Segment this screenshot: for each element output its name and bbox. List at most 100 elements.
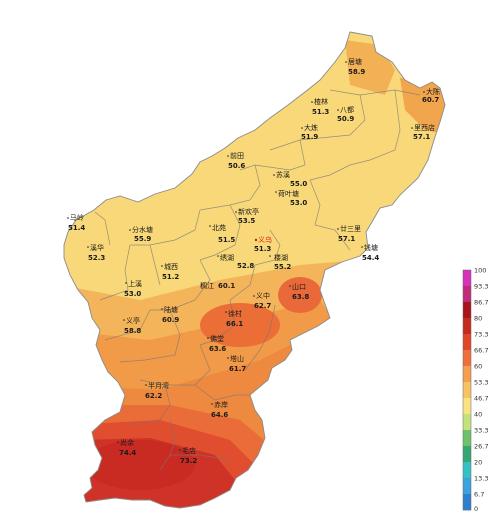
station-qiantang: 钱塘 54.4 (361, 243, 379, 262)
svg-text:楼湖: 楼湖 (274, 253, 288, 262)
svg-text:62.2: 62.2 (145, 392, 162, 400)
svg-text:55.9: 55.9 (134, 235, 151, 243)
station-yizhong: 义中 62.7 (253, 291, 271, 310)
legend-tick-label: 0 (474, 505, 478, 513)
svg-text:54.4: 54.4 (362, 254, 379, 262)
svg-text:64.6: 64.6 (211, 411, 228, 419)
station-zhalin: 楂林 51.3 (311, 97, 329, 116)
legend-swatch (463, 414, 471, 431)
svg-text:51.4: 51.4 (68, 224, 85, 232)
legend-tick-label: 93.3 (474, 283, 488, 291)
svg-text:荷叶塘: 荷叶塘 (278, 189, 299, 198)
legend-swatch (463, 446, 471, 463)
legend-swatch (463, 494, 471, 511)
svg-text:钱塘: 钱塘 (364, 243, 378, 252)
svg-text:分水塘: 分水塘 (132, 225, 153, 234)
legend-swatch (463, 382, 471, 399)
svg-text:楂林: 楂林 (314, 97, 328, 106)
svg-text:60.9: 60.9 (162, 316, 179, 324)
legend-swatch (463, 430, 471, 447)
station-xucun: 徐村 66.1 (225, 309, 243, 328)
station-chian: 赤岸 64.6 (211, 401, 228, 419)
station-yiting: 义亭 58.8 (123, 316, 141, 335)
station-choujiang: 稠江 60.1 (200, 281, 235, 290)
svg-text:50.6: 50.6 (228, 162, 245, 170)
svg-text:半月湾: 半月湾 (148, 381, 169, 390)
legend-tick-label: 46.7 (474, 395, 488, 403)
svg-text:57.1: 57.1 (413, 133, 430, 141)
svg-text:73.2: 73.2 (180, 457, 197, 465)
station-tashan: 塔山 61.7 (227, 354, 246, 373)
svg-text:74.4: 74.4 (119, 449, 136, 457)
svg-text:廿三里: 廿三里 (340, 224, 361, 233)
svg-text:居塘: 居塘 (348, 57, 362, 66)
svg-text:60.7: 60.7 (422, 96, 439, 104)
svg-text:51.3: 51.3 (312, 108, 329, 116)
svg-text:尚余: 尚余 (120, 438, 134, 447)
legend-swatch (463, 350, 471, 367)
svg-text:66.1: 66.1 (226, 320, 243, 328)
svg-text:62.7: 62.7 (254, 302, 271, 310)
legend-tick-label: 60 (474, 363, 482, 371)
legend-tick-label: 53.3 (474, 379, 488, 387)
legend-tick-label: 80 (474, 315, 482, 323)
svg-text:城西: 城西 (164, 263, 178, 271)
station-jutang: 居塘 58.9 (345, 57, 365, 76)
svg-text:赤岸: 赤岸 (214, 401, 228, 409)
svg-text:57.1: 57.1 (338, 235, 355, 243)
svg-text:63.6: 63.6 (209, 345, 226, 353)
station-shangxi: 上溪 53.0 (124, 279, 142, 298)
svg-text:稠江: 稠江 (200, 281, 214, 290)
station-lutang: 陆塘 60.9 (161, 305, 179, 324)
svg-text:苏溪: 苏溪 (276, 170, 290, 179)
station-maodian: 毛店 73.2 (179, 446, 197, 465)
svg-text:义中: 义中 (256, 291, 270, 300)
town-borders (94, 89, 421, 471)
svg-text:55.0: 55.0 (290, 180, 307, 188)
station-beiyuan: 北苑 51.5 (209, 223, 235, 244)
legend-tick-label: 33.3 (474, 427, 488, 435)
svg-text:佛堂: 佛堂 (210, 334, 224, 343)
legend-tick-label: 6.7 (474, 491, 484, 499)
svg-text:61.7: 61.7 (229, 365, 246, 373)
svg-text:63.8: 63.8 (292, 293, 309, 301)
station-maling: 马岭 51.4 (67, 213, 85, 232)
svg-text:马岭: 马岭 (70, 213, 84, 222)
station-qiantian: 前田 50.6 (227, 151, 245, 170)
station-shankou: 山口 63.8 (289, 282, 309, 301)
svg-text:义亭: 义亭 (126, 316, 140, 325)
svg-text:大陈: 大陈 (426, 87, 440, 96)
svg-text:徐村: 徐村 (228, 309, 242, 318)
legend-swatch (463, 478, 471, 495)
svg-text:50.9: 50.9 (337, 115, 354, 123)
station-shangyu: 尚余 74.4 (117, 438, 136, 457)
svg-text:大炼: 大炼 (304, 123, 318, 132)
legend-tick-label: 100 (474, 267, 486, 275)
svg-text:53.0: 53.0 (290, 199, 307, 207)
svg-text:55.2: 55.2 (274, 263, 291, 271)
svg-text:北苑: 北苑 (212, 223, 226, 232)
legend-swatch (463, 462, 471, 479)
legend-swatch (463, 270, 471, 287)
svg-text:52.8: 52.8 (237, 262, 254, 270)
legend-tick-label: 20 (474, 459, 482, 467)
legend-swatch (463, 366, 471, 383)
legend-swatch (463, 318, 471, 335)
svg-text:陆塘: 陆塘 (164, 305, 178, 314)
svg-text:53.5: 53.5 (238, 217, 255, 225)
station-niansanli: 廿三里 57.1 (337, 224, 361, 243)
svg-text:毛店: 毛店 (182, 446, 196, 455)
county-outline (63, 31, 446, 509)
svg-text:塔山: 塔山 (230, 354, 244, 363)
svg-text:里西店: 里西店 (414, 123, 435, 132)
legend-tick-label: 66.7 (474, 347, 488, 355)
